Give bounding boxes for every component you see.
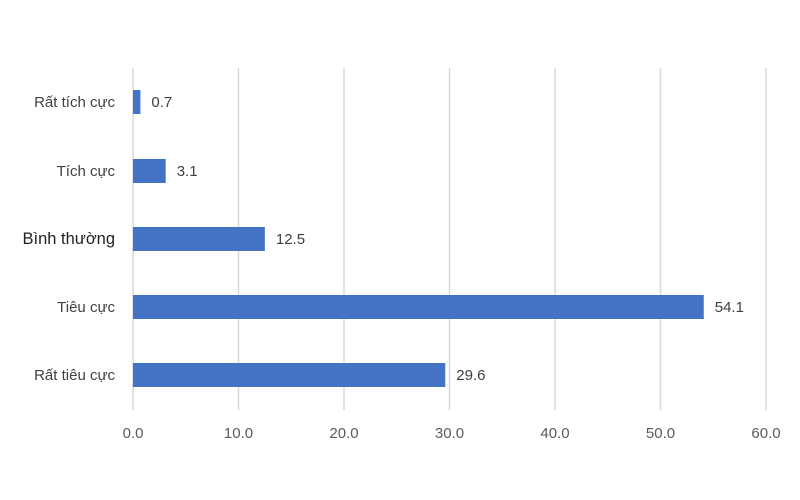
x-axis-tick-labels: 0.0 10.0 20.0 30.0 40.0 50.0 60.0 [123, 425, 781, 442]
category-label: Rất tiêu cực [34, 367, 115, 384]
bar [133, 227, 265, 251]
bar [133, 90, 140, 114]
x-tick-label: 50.0 [646, 425, 675, 442]
category-label: Rất tích cực [34, 94, 115, 111]
x-tick-label: 40.0 [540, 425, 569, 442]
data-label: 0.7 [151, 94, 172, 111]
category-label: Tiêu cực [57, 299, 115, 316]
x-tick-label: 30.0 [435, 425, 464, 442]
x-tick-label: 10.0 [224, 425, 253, 442]
category-labels: Rất tích cực Tích cực Bình thường Tiêu cực R… [22, 94, 115, 384]
bar [133, 295, 704, 319]
bar [133, 159, 166, 183]
bars [133, 90, 704, 387]
data-label: 54.1 [715, 299, 744, 316]
x-tick-label: 0.0 [123, 425, 144, 442]
data-label: 12.5 [276, 231, 305, 248]
x-tick-label: 20.0 [329, 425, 358, 442]
category-label: Tích cực [57, 163, 116, 180]
data-label: 29.6 [456, 367, 485, 384]
category-label: Bình thường [22, 230, 115, 248]
x-tick-label: 60.0 [751, 425, 780, 442]
bar [133, 363, 445, 387]
data-label: 3.1 [177, 163, 198, 180]
